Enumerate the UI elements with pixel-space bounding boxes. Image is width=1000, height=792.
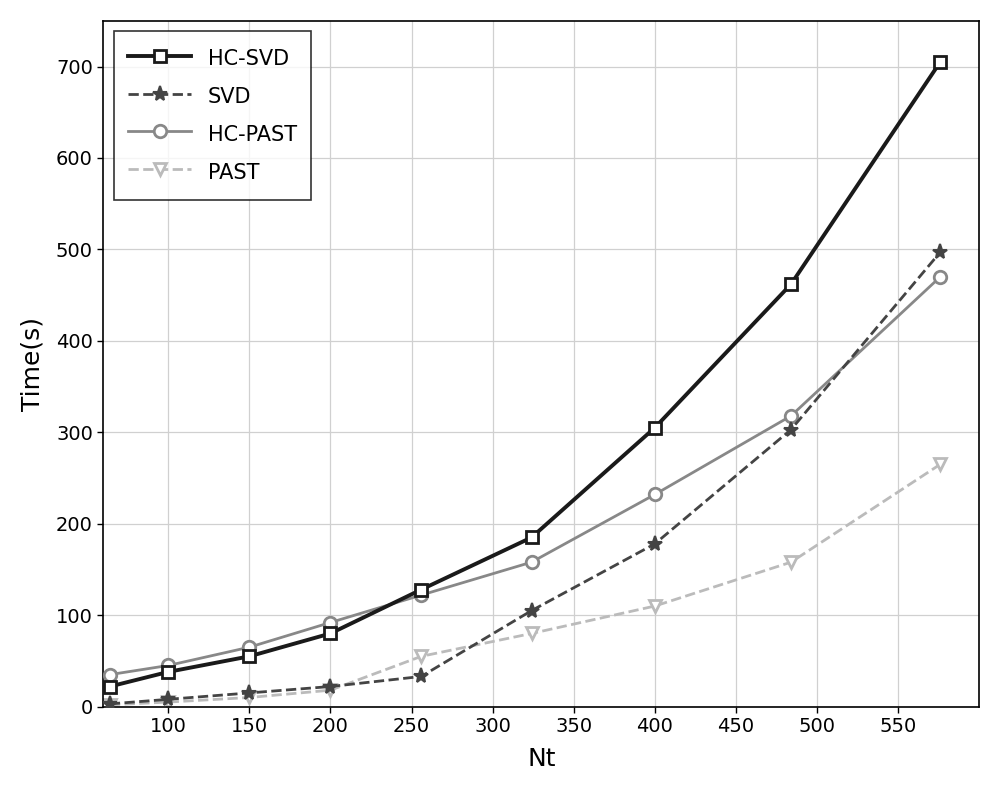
Line: HC-PAST: HC-PAST	[104, 271, 946, 681]
HC-PAST	[162, 661, 174, 670]
HC-SVD	[104, 682, 116, 691]
SVD	[324, 682, 336, 691]
SVD	[649, 539, 661, 549]
PAST	[785, 558, 797, 567]
HC-PAST	[243, 642, 255, 652]
HC-PAST	[104, 670, 116, 680]
Legend: HC-SVD, SVD, HC-PAST, PAST: HC-SVD, SVD, HC-PAST, PAST	[114, 31, 311, 200]
PAST	[649, 601, 661, 611]
X-axis label: Nt: Nt	[527, 747, 556, 771]
HC-PAST	[649, 489, 661, 499]
Line: SVD: SVD	[102, 245, 948, 711]
HC-SVD	[785, 280, 797, 289]
SVD	[104, 699, 116, 709]
PAST	[934, 459, 946, 469]
Line: HC-SVD: HC-SVD	[104, 55, 946, 693]
HC-PAST	[785, 411, 797, 421]
Line: PAST: PAST	[104, 458, 946, 711]
SVD	[243, 688, 255, 698]
PAST	[415, 652, 427, 661]
HC-PAST	[415, 590, 427, 600]
SVD	[162, 695, 174, 704]
SVD	[415, 672, 427, 681]
HC-PAST	[526, 558, 538, 567]
HC-SVD	[324, 629, 336, 638]
PAST	[104, 700, 116, 710]
HC-SVD	[649, 423, 661, 432]
PAST	[324, 685, 336, 695]
HC-SVD	[162, 667, 174, 676]
HC-SVD	[415, 584, 427, 594]
HC-PAST	[934, 272, 946, 282]
PAST	[162, 697, 174, 706]
HC-SVD	[526, 533, 538, 543]
PAST	[243, 693, 255, 703]
SVD	[785, 425, 797, 434]
HC-PAST	[324, 618, 336, 627]
HC-SVD	[934, 57, 946, 67]
SVD	[526, 606, 538, 615]
PAST	[526, 629, 538, 638]
SVD	[934, 247, 946, 257]
HC-SVD	[243, 652, 255, 661]
Y-axis label: Time(s): Time(s)	[21, 317, 45, 411]
